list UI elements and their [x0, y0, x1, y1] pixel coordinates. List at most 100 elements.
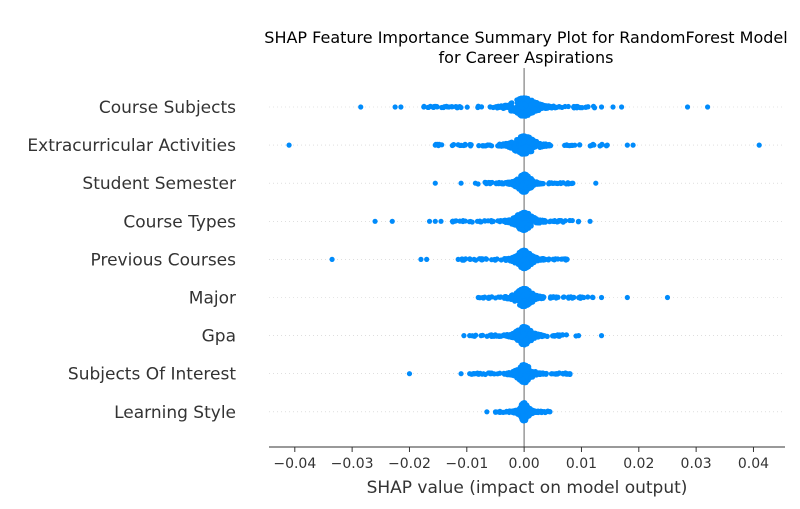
- feature-label-course-subjects: Course Subjects: [99, 98, 236, 118]
- beeswarm-gpa: [461, 323, 605, 348]
- shap-point: [455, 142, 461, 148]
- shap-point: [475, 104, 481, 111]
- shap-point: [521, 341, 528, 348]
- shap-point-outlier: [426, 218, 433, 224]
- shap-points: [286, 95, 762, 424]
- shap-point-outlier: [406, 371, 413, 377]
- beeswarm-extracurricular-activities: [286, 133, 762, 157]
- shap-point: [524, 175, 530, 181]
- shap-point: [507, 104, 513, 110]
- shap-point: [514, 337, 521, 343]
- shap-point: [579, 294, 585, 300]
- shap-point-outlier: [392, 104, 398, 110]
- shap-point: [492, 295, 499, 301]
- shap-point-outlier: [610, 104, 616, 110]
- shap-point: [553, 104, 560, 110]
- beeswarm-course-subjects: [358, 95, 711, 119]
- shap-point: [497, 408, 503, 414]
- shap-point: [536, 107, 542, 114]
- shap-point: [563, 332, 570, 338]
- shap-point: [522, 220, 528, 226]
- shap-point-outlier: [424, 256, 430, 262]
- shap-point-outlier: [756, 142, 762, 148]
- shap-point: [521, 323, 527, 330]
- shap-point: [495, 218, 501, 224]
- shap-point: [537, 180, 543, 187]
- shap-point: [517, 145, 524, 152]
- feature-label-course-types: Course Types: [123, 212, 236, 232]
- shap-point: [443, 103, 450, 109]
- shap-point-outlier: [418, 256, 424, 262]
- shap-point: [522, 367, 528, 373]
- shap-point: [577, 105, 583, 111]
- shap-point: [529, 110, 535, 116]
- shap-point: [487, 332, 493, 338]
- shap-point: [576, 333, 582, 339]
- shap-point: [514, 176, 520, 182]
- shap-point: [455, 104, 461, 110]
- shap-point: [587, 143, 593, 149]
- shap-point: [530, 177, 536, 184]
- x-tick-label: 0.01: [566, 456, 597, 472]
- shap-point: [476, 143, 482, 149]
- shap-point: [547, 295, 554, 301]
- shap-point: [464, 104, 470, 110]
- shap-point: [489, 370, 495, 377]
- feature-label-previous-courses: Previous Courses: [91, 250, 237, 270]
- shap-point-outlier: [286, 142, 292, 148]
- x-tick-label: −0.02: [388, 456, 431, 472]
- shap-point: [495, 333, 501, 339]
- shap-point: [534, 218, 540, 224]
- shap-point: [604, 142, 610, 148]
- shap-point: [467, 143, 474, 149]
- shap-point: [496, 181, 502, 187]
- shap-point: [516, 226, 523, 232]
- shap-point: [486, 179, 492, 186]
- shap-point: [532, 369, 539, 375]
- shap-point: [553, 294, 559, 300]
- shap-point-outlier: [664, 294, 671, 301]
- shap-point-outlier: [329, 256, 335, 262]
- shap-point: [571, 103, 577, 110]
- shap-point-outlier: [461, 333, 467, 339]
- shap-point: [520, 413, 527, 419]
- shap-point-outlier: [438, 218, 444, 224]
- shap-point-outlier: [458, 180, 464, 186]
- shap-point-outlier: [432, 180, 438, 186]
- shap-point: [467, 256, 473, 262]
- shap-point: [518, 151, 524, 157]
- shap-point: [528, 257, 534, 263]
- x-tick-label: −0.03: [331, 456, 374, 472]
- shap-point: [525, 301, 531, 307]
- shap-point: [531, 330, 537, 336]
- shap-point: [471, 256, 477, 262]
- x-tick-label: 0.00: [509, 456, 540, 472]
- shap-point: [421, 104, 427, 110]
- feature-label-learning-style: Learning Style: [114, 403, 236, 423]
- shap-point: [545, 257, 552, 263]
- shap-point: [524, 187, 530, 193]
- shap-point: [511, 144, 518, 150]
- shap-point-outlier: [598, 294, 605, 301]
- shap-point: [543, 371, 549, 377]
- shap-point: [547, 409, 553, 415]
- shap-point: [513, 328, 519, 334]
- shap-point: [467, 371, 473, 377]
- shap-point: [522, 210, 528, 216]
- x-tick-label: 0.04: [738, 456, 769, 472]
- shap-point: [504, 408, 510, 414]
- shap-point: [478, 333, 484, 339]
- shap-point: [517, 135, 523, 141]
- shap-point: [590, 294, 596, 301]
- shap-point: [564, 256, 570, 262]
- shap-point: [469, 219, 475, 225]
- shap-point-outlier: [619, 104, 625, 110]
- shap-point: [478, 219, 484, 225]
- chart-title-line-2: for Career Aspirations: [439, 48, 614, 67]
- shap-point-outlier: [458, 371, 464, 377]
- beeswarm-major: [475, 285, 671, 310]
- shap-point: [473, 332, 479, 338]
- shap-point: [495, 103, 501, 109]
- shap-point: [475, 294, 481, 301]
